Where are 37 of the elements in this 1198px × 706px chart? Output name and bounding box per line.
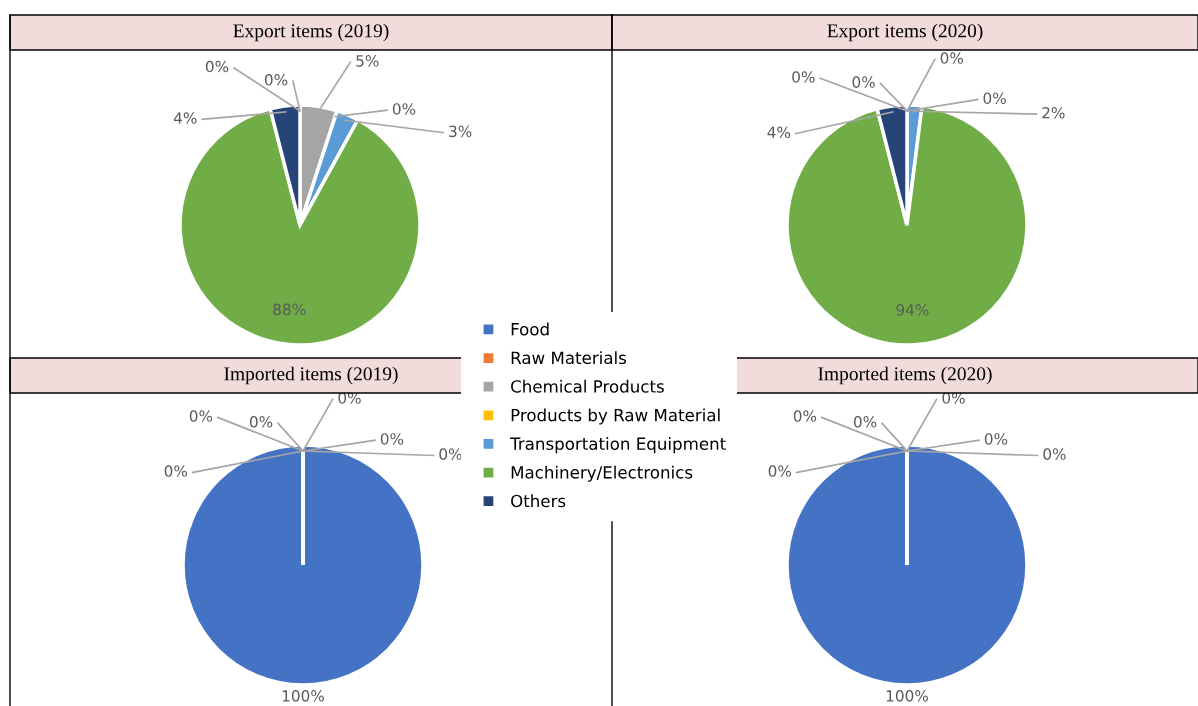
text: 0% <box>1043 448 1066 460</box>
text: 0% <box>983 92 1006 104</box>
text: 0% <box>264 74 288 86</box>
chart-title: Export items (2020) <box>827 23 983 42</box>
legend-label: Others <box>511 494 566 508</box>
text: 0% <box>768 465 792 477</box>
text: 0% <box>205 60 229 73</box>
data-label: 94% <box>896 304 929 316</box>
text: 0% <box>189 410 213 422</box>
data-label: 4% <box>173 112 197 124</box>
text: 0% <box>380 433 404 445</box>
data-label: 3% <box>449 125 472 138</box>
chart-title: Export items (2019) <box>233 23 389 42</box>
text: 0% <box>164 465 188 477</box>
data-label: 2% <box>1042 106 1065 119</box>
text: 0% <box>793 410 817 422</box>
text: 0% <box>249 416 273 428</box>
legend-label: Food <box>511 322 549 336</box>
data-label: 88% <box>273 303 306 316</box>
data-label: 100% <box>886 690 928 702</box>
text: 0% <box>439 448 462 460</box>
text: 0% <box>392 103 416 115</box>
chart-title: Imported items (2019) <box>224 366 398 385</box>
text: 0% <box>984 433 1008 445</box>
data-label: 4% <box>767 126 791 139</box>
chart-title: Imported items (2020) <box>818 366 992 385</box>
legend-label: Transportation Equipment <box>510 437 726 454</box>
data-label: 5% <box>356 55 379 67</box>
text: 0% <box>852 76 875 88</box>
legend-label: Chemical Products <box>511 379 664 393</box>
text: 0% <box>792 71 815 83</box>
data-label: 100% <box>282 690 324 702</box>
legend-label: Raw Materials <box>511 351 627 365</box>
text: 0% <box>940 52 964 64</box>
text: 0% <box>853 416 877 428</box>
legend-label: Products by Raw Material <box>511 408 720 425</box>
legend-label: Machinery/Electronics <box>511 465 693 482</box>
